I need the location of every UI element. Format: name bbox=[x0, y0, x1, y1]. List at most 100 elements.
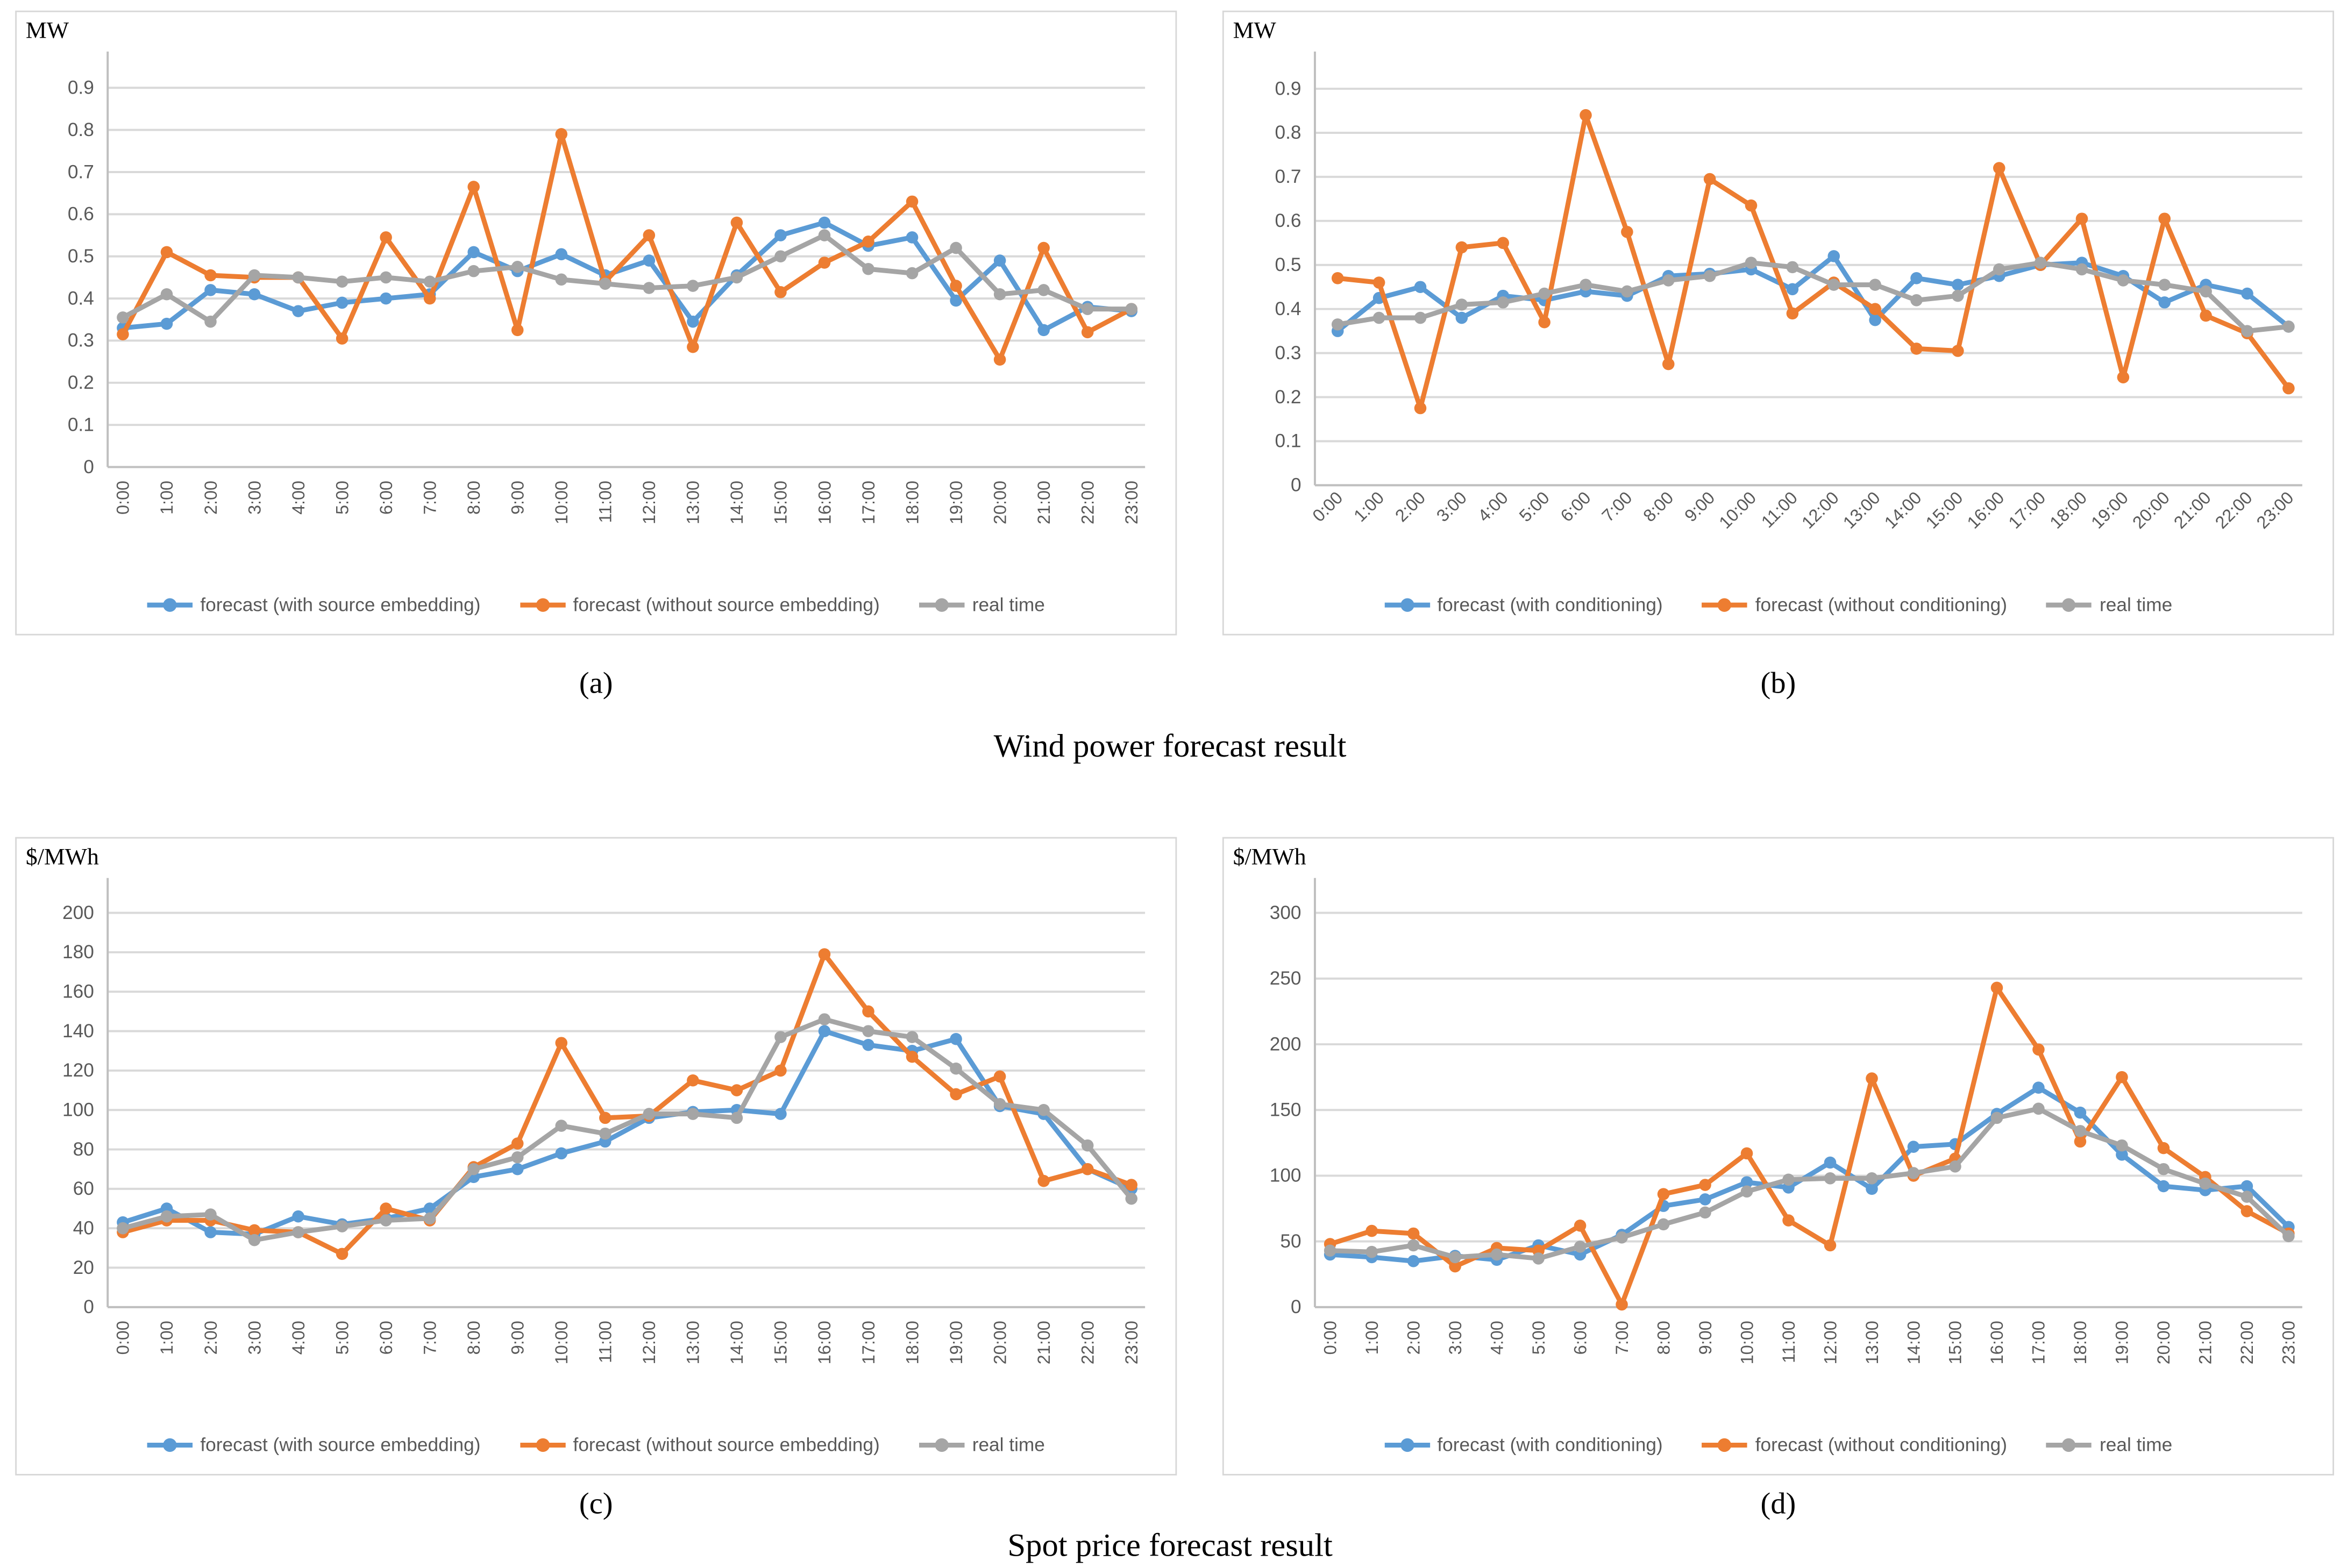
svg-text:1:00: 1:00 bbox=[157, 1321, 176, 1355]
data-point bbox=[2117, 274, 2130, 287]
legend-item: forecast (with source embedding) bbox=[147, 594, 480, 616]
svg-text:22:00: 22:00 bbox=[1078, 1321, 1097, 1364]
data-point bbox=[950, 1062, 962, 1075]
chart-d-legend: forecast (with conditioning) forecast (wi… bbox=[1224, 1420, 2332, 1471]
data-point bbox=[1699, 1179, 1711, 1191]
data-point bbox=[1037, 1103, 1050, 1116]
chart-c-plot: 0 20 40 60 80 100 120 140 160 180 200 0:00 1:00 2:00 3… bbox=[26, 844, 1146, 1364]
series-real_time bbox=[117, 1013, 1137, 1246]
data-point bbox=[599, 277, 611, 290]
chart-d-plot: 0 50 100 150 200 250 300 0:00 1:00 2:00 3:00 4:00 5:… bbox=[1233, 844, 2302, 1364]
data-point bbox=[818, 1013, 831, 1025]
svg-text:17:00: 17:00 bbox=[2005, 488, 2050, 532]
svg-text:4:00: 4:00 bbox=[289, 481, 308, 515]
data-point bbox=[774, 229, 787, 241]
svg-text:23:00: 23:00 bbox=[1122, 481, 1141, 524]
data-point bbox=[1037, 284, 1050, 296]
svg-text:0.9: 0.9 bbox=[68, 77, 94, 98]
data-point bbox=[380, 1202, 392, 1215]
legend-item: real time bbox=[919, 1435, 1045, 1456]
data-point bbox=[993, 1070, 1006, 1083]
data-point bbox=[687, 315, 699, 328]
svg-text:100: 100 bbox=[1270, 1165, 1301, 1186]
svg-text:0.4: 0.4 bbox=[1275, 298, 1301, 319]
data-point bbox=[1372, 311, 1385, 324]
svg-text:21:00: 21:00 bbox=[1034, 1321, 1054, 1364]
wind-section-title: Wind power forecast result bbox=[993, 728, 1347, 765]
svg-text:18:00: 18:00 bbox=[2046, 488, 2090, 532]
svg-text:10:00: 10:00 bbox=[1715, 488, 1760, 532]
svg-text:0: 0 bbox=[83, 1296, 94, 1317]
data-point bbox=[1081, 303, 1094, 315]
data-point bbox=[1827, 279, 1840, 291]
svg-text:0.6: 0.6 bbox=[68, 204, 94, 225]
svg-text:8:00: 8:00 bbox=[464, 481, 483, 515]
data-point bbox=[2157, 1180, 2170, 1193]
svg-text:6:00: 6:00 bbox=[376, 481, 396, 515]
data-point bbox=[160, 246, 173, 259]
data-point bbox=[1407, 1255, 1420, 1267]
chart-panel-b: 0 0.1 0.2 0.3 0.4 0.5 0.6 0.7 0.8 0.9 0:00 1:00 2:00… bbox=[1222, 10, 2334, 636]
legend-key-icon bbox=[1384, 1438, 1430, 1452]
data-point bbox=[730, 216, 743, 229]
data-point bbox=[1782, 1214, 1795, 1227]
caption-a: (a) bbox=[579, 667, 613, 701]
svg-text:3:00: 3:00 bbox=[245, 1321, 264, 1355]
data-point bbox=[1455, 311, 1468, 324]
data-point bbox=[1365, 1224, 1378, 1237]
data-point bbox=[204, 1226, 217, 1238]
svg-text:6:00: 6:00 bbox=[1557, 488, 1595, 525]
svg-text:6:00: 6:00 bbox=[376, 1321, 396, 1355]
data-point bbox=[1574, 1241, 1587, 1253]
data-point bbox=[2116, 1139, 2128, 1152]
svg-text:20: 20 bbox=[73, 1257, 94, 1278]
svg-text:7:00: 7:00 bbox=[420, 481, 439, 515]
svg-text:10:00: 10:00 bbox=[552, 1321, 571, 1364]
data-point bbox=[643, 282, 656, 294]
data-point bbox=[1037, 1174, 1050, 1187]
data-point bbox=[1824, 1172, 1837, 1185]
data-point bbox=[2241, 1180, 2253, 1193]
legend-key-icon bbox=[1384, 598, 1430, 612]
data-point bbox=[950, 294, 962, 307]
legend-key-icon bbox=[2046, 598, 2092, 612]
svg-text:80: 80 bbox=[73, 1139, 94, 1160]
data-point bbox=[1993, 263, 2005, 276]
svg-text:9:00: 9:00 bbox=[1696, 1321, 1715, 1355]
svg-text:15:00: 15:00 bbox=[1922, 488, 1967, 532]
svg-text:2:00: 2:00 bbox=[201, 481, 221, 515]
data-point bbox=[467, 181, 480, 193]
svg-text:0:00: 0:00 bbox=[113, 481, 133, 515]
svg-text:22:00: 22:00 bbox=[2237, 1321, 2257, 1364]
data-point bbox=[555, 128, 568, 140]
svg-text:0.4: 0.4 bbox=[68, 288, 94, 309]
svg-text:2:00: 2:00 bbox=[1404, 1321, 1423, 1355]
data-point bbox=[818, 256, 831, 269]
svg-text:160: 160 bbox=[62, 981, 94, 1002]
svg-text:20:00: 20:00 bbox=[2129, 488, 2173, 532]
caption-d: (d) bbox=[1760, 1487, 1796, 1521]
data-point bbox=[2200, 285, 2212, 298]
data-point bbox=[1782, 1173, 1795, 1186]
svg-text:15:00: 15:00 bbox=[771, 1321, 791, 1364]
legend-item: forecast (with conditioning) bbox=[1384, 594, 1663, 616]
data-point bbox=[511, 1137, 524, 1150]
data-point bbox=[1910, 343, 1923, 355]
data-point bbox=[1081, 326, 1094, 339]
series-real_time bbox=[1331, 256, 2295, 337]
data-point bbox=[555, 1147, 568, 1160]
data-point bbox=[774, 250, 787, 263]
data-point bbox=[906, 267, 919, 280]
data-point bbox=[2074, 1106, 2087, 1119]
data-point bbox=[818, 948, 831, 960]
svg-text:5:00: 5:00 bbox=[1516, 488, 1553, 525]
svg-text:0:00: 0:00 bbox=[1320, 1321, 1340, 1355]
legend-label: real time bbox=[2100, 594, 2173, 616]
svg-text:0:00: 0:00 bbox=[1308, 488, 1346, 525]
legend-item: real time bbox=[2046, 1435, 2172, 1456]
data-point bbox=[2282, 382, 2295, 395]
data-point bbox=[380, 271, 392, 284]
data-point bbox=[950, 1088, 962, 1101]
data-point bbox=[1740, 1147, 1753, 1160]
